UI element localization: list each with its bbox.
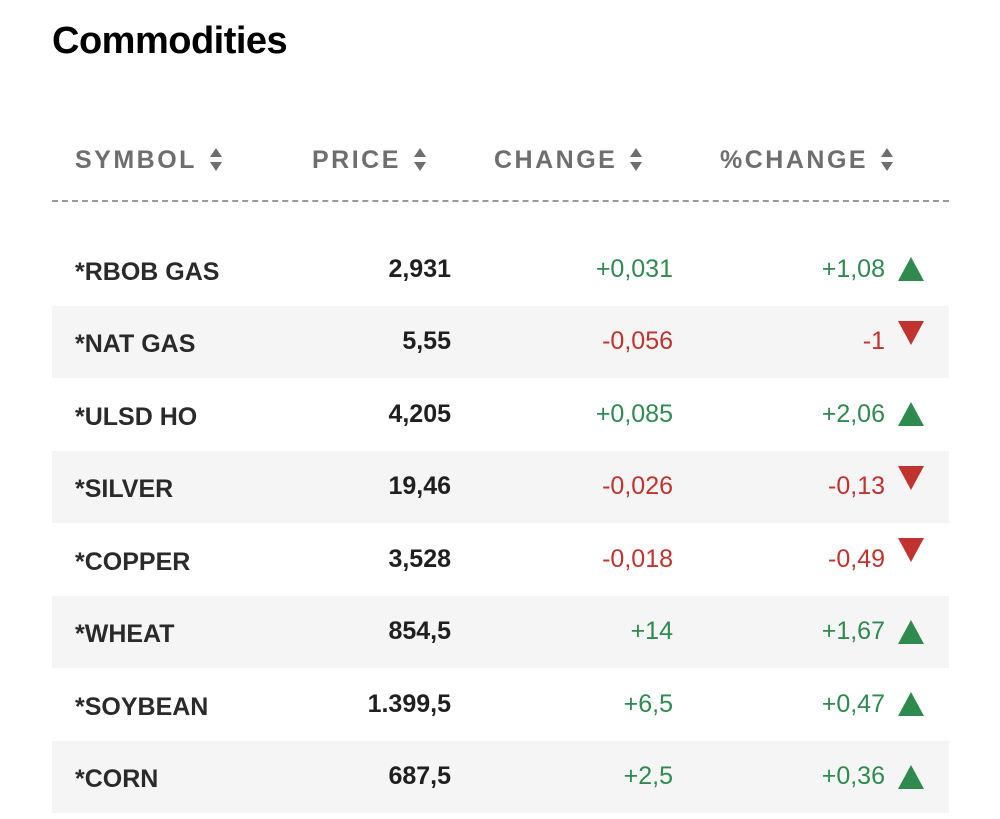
- table-row[interactable]: *COPPER 3,528 -0,018 -0,49: [52, 523, 949, 596]
- pct-change-cell: -0,49: [828, 544, 885, 573]
- symbol-cell: *ULSD HO: [75, 402, 198, 431]
- column-header-change-label: CHANGE: [494, 145, 618, 174]
- triangle-down-icon: [896, 306, 926, 379]
- pct-change-cell: +1,67: [821, 617, 885, 646]
- sort-icon: [881, 148, 894, 171]
- table-row[interactable]: *SILVER 19,46 -0,026 -0,13: [52, 450, 949, 524]
- pct-change-cell: +2,06: [821, 399, 885, 428]
- pct-change-cell: -1: [862, 327, 885, 356]
- triangle-up-icon: [896, 668, 926, 741]
- column-header-pct-change-label: %CHANGE: [720, 145, 869, 174]
- price-cell: 4,205: [388, 399, 451, 428]
- symbol-cell: *WHEAT: [75, 620, 175, 649]
- column-header-pct-change[interactable]: %CHANGE: [720, 135, 894, 185]
- pct-change-cell: +1,08: [821, 254, 885, 283]
- symbol-cell: *COPPER: [75, 547, 191, 576]
- price-cell: 5,55: [402, 327, 451, 356]
- change-cell: -0,056: [602, 327, 673, 356]
- price-cell: 19,46: [388, 472, 451, 501]
- triangle-down-icon: [896, 523, 926, 596]
- change-cell: -0,018: [602, 544, 673, 573]
- pct-change-cell: +0,36: [821, 762, 885, 791]
- column-header-price-label: PRICE: [312, 145, 401, 174]
- triangle-up-icon: [896, 233, 926, 306]
- table-row[interactable]: *WHEAT 854,5 +14 +1,67: [52, 595, 949, 669]
- price-cell: 3,528: [388, 544, 451, 573]
- symbol-cell: *RBOB GAS: [75, 257, 220, 286]
- table-row[interactable]: *ULSD HO 4,205 +0,085 +2,06: [52, 378, 949, 451]
- triangle-up-icon: [896, 378, 926, 451]
- change-cell: +6,5: [623, 689, 673, 718]
- symbol-cell: *NAT GAS: [75, 330, 196, 359]
- sort-icon: [630, 148, 643, 171]
- page-title: Commodities: [52, 20, 288, 62]
- symbol-cell: *SOYBEAN: [75, 692, 209, 721]
- table-row[interactable]: *SOYBEAN 1.399,5 +6,5 +0,47: [52, 668, 949, 741]
- change-cell: +0,085: [595, 399, 673, 428]
- table-row[interactable]: *RBOB GAS 2,931 +0,031 +1,08: [52, 233, 949, 306]
- change-cell: -0,026: [602, 472, 673, 501]
- table-row[interactable]: *NAT GAS 5,55 -0,056 -1: [52, 305, 949, 379]
- table-row[interactable]: *CORN 687,5 +2,5 +0,36: [52, 740, 949, 814]
- triangle-up-icon: [896, 741, 926, 814]
- sort-icon: [413, 148, 426, 171]
- triangle-up-icon: [896, 596, 926, 669]
- sort-icon: [209, 148, 222, 171]
- change-cell: +2,5: [623, 762, 673, 791]
- triangle-down-icon: [896, 451, 926, 524]
- symbol-cell: *SILVER: [75, 475, 174, 504]
- pct-change-cell: -0,13: [828, 472, 885, 501]
- price-cell: 1.399,5: [367, 689, 451, 718]
- commodities-table-body: *RBOB GAS 2,931 +0,031 +1,08 *NAT GAS 5,…: [52, 233, 949, 813]
- change-cell: +0,031: [595, 254, 673, 283]
- header-divider: [52, 200, 949, 202]
- price-cell: 687,5: [388, 762, 451, 791]
- column-header-change[interactable]: CHANGE: [494, 135, 643, 185]
- price-cell: 2,931: [388, 254, 451, 283]
- column-header-symbol[interactable]: SYMBOL: [75, 135, 223, 185]
- table-header: SYMBOL PRICE CHANGE %CHANGE: [52, 135, 949, 185]
- pct-change-cell: +0,47: [821, 689, 885, 718]
- price-cell: 854,5: [388, 617, 451, 646]
- column-header-symbol-label: SYMBOL: [75, 145, 197, 174]
- symbol-cell: *CORN: [75, 765, 159, 794]
- column-header-price[interactable]: PRICE: [312, 135, 427, 185]
- change-cell: +14: [630, 617, 673, 646]
